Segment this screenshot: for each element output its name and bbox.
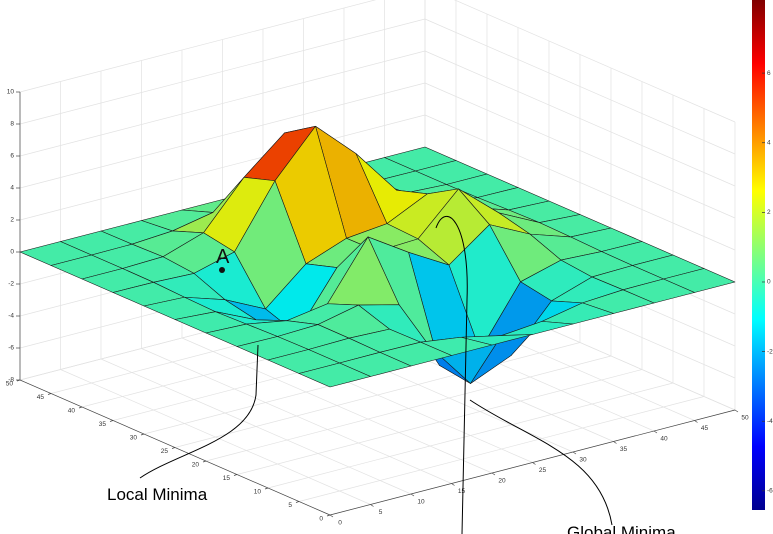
colorbar-tick-label: 0 [767, 279, 771, 286]
grid-line [205, 355, 612, 462]
x-tick-label: 45 [701, 425, 709, 432]
y-tick-label: 15 [223, 475, 231, 482]
leader-line [435, 215, 468, 534]
z-tick-label: 6 [10, 153, 14, 160]
grid-line [267, 382, 674, 489]
grid-line [19, 18, 426, 125]
tick-mark [653, 430, 658, 434]
x-tick-label: 40 [660, 436, 668, 443]
grid-line [174, 342, 581, 448]
grid-line [424, 50, 736, 187]
annotation: Global Minima [567, 523, 676, 534]
annotation: Local Minima [107, 485, 208, 504]
y-tick-label: 40 [68, 408, 76, 415]
grid-line [19, 50, 426, 157]
grid-line [298, 396, 705, 502]
grid-line [424, 18, 736, 155]
colorbar-tick-label: 2 [767, 209, 771, 216]
tick-mark [202, 460, 207, 463]
colorbar-tick-label: -2 [767, 348, 773, 355]
z-tick-label: -6 [8, 345, 14, 352]
z-tick-label: 0 [10, 249, 14, 256]
x-tick-label: 25 [539, 467, 547, 474]
tick-mark [171, 447, 176, 449]
z-tick-label: 2 [10, 217, 14, 224]
leader-line [469, 399, 613, 526]
grid-line [236, 369, 643, 475]
x-tick-label: 0 [338, 520, 342, 527]
grid-line [453, 0, 736, 123]
colorbar-tick-label: 6 [767, 70, 771, 77]
tick-mark [109, 420, 114, 422]
tick-mark [734, 409, 739, 413]
tick-labels: 0510152025303540455005101520253035404550… [6, 89, 749, 527]
x-tick-label: 5 [379, 509, 383, 516]
tick-mark [140, 433, 145, 436]
y-tick-label: 10 [254, 489, 262, 496]
tick-mark [694, 420, 698, 423]
z-tick-label: 10 [7, 89, 15, 96]
colorbar-tick-label: 4 [767, 139, 771, 146]
grid-line [19, 0, 377, 93]
tick-mark [572, 451, 577, 455]
tick-mark [370, 504, 374, 507]
tick-mark [329, 514, 334, 518]
x-tick-label: 50 [741, 415, 749, 422]
tick-mark [451, 483, 455, 486]
z-tick-label: -2 [8, 281, 14, 288]
z-tick-label: -8 [8, 377, 14, 384]
surface-patch [298, 362, 371, 388]
y-tick-label: 30 [130, 435, 138, 442]
x-tick-label: 30 [579, 457, 587, 464]
colorbar-tick-label: -4 [767, 418, 773, 425]
tick-mark [78, 406, 83, 409]
tick-mark [532, 462, 536, 465]
point-marker [219, 267, 225, 273]
tick-mark [491, 472, 496, 476]
grid-line [19, 114, 426, 221]
z-tick-label: 8 [10, 121, 14, 128]
grid-line [424, 82, 736, 219]
y-tick-label: 50 [6, 381, 14, 388]
y-tick-label: 45 [37, 394, 45, 401]
y-tick-label: 25 [161, 448, 169, 455]
tick-mark [410, 493, 415, 497]
surface [19, 125, 736, 388]
leader-line [139, 344, 259, 479]
point-label: A [216, 246, 230, 268]
tick-mark [233, 474, 238, 476]
tick-mark [264, 487, 269, 490]
tick-mark [295, 501, 300, 503]
y-tick-label: 35 [99, 421, 107, 428]
z-tick-label: -4 [8, 313, 14, 320]
x-tick-label: 15 [458, 488, 466, 495]
colorbar-tick-label: -6 [767, 488, 773, 495]
x-tick-label: 10 [417, 499, 425, 506]
tick-mark [326, 514, 331, 517]
tick-mark [47, 393, 52, 395]
grid-line [19, 82, 426, 189]
y-tick-label: 5 [288, 502, 292, 509]
colorbar [752, 0, 765, 510]
y-tick-label: 0 [319, 516, 323, 523]
grid-line [424, 114, 736, 251]
x-tick-label: 35 [620, 446, 628, 453]
y-tick-label: 20 [192, 462, 200, 469]
tick-mark [613, 441, 617, 444]
colorbar-ticks: -6 -4 -2 0 2 4 6 [762, 70, 773, 495]
x-tick-label: 20 [498, 478, 506, 485]
z-tick-label: 4 [10, 185, 14, 192]
